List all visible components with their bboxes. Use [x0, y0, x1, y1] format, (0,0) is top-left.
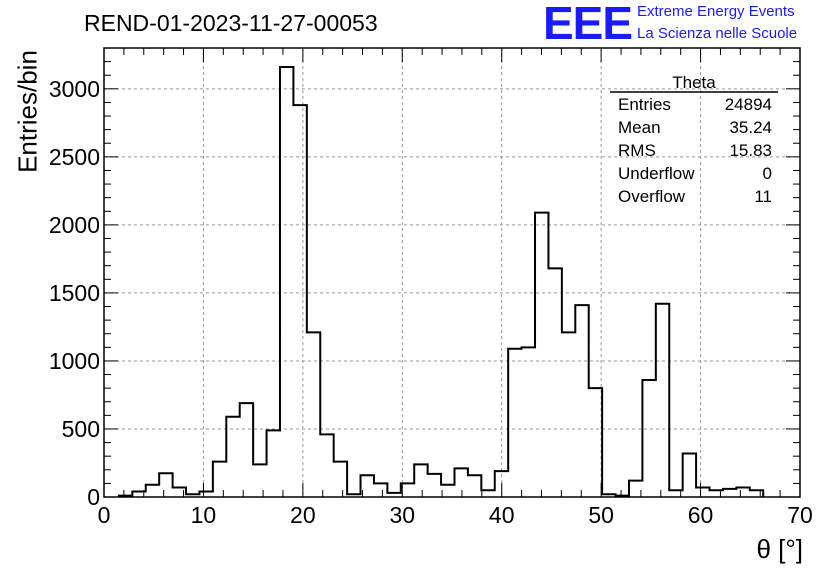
y-tick-label: 0 — [87, 484, 100, 510]
stats-label: Entries — [618, 95, 671, 114]
stats-label: Mean — [618, 118, 661, 137]
stats-value: 15.83 — [729, 141, 772, 160]
stats-label: Underflow — [618, 164, 695, 183]
x-tick-label: 20 — [290, 502, 316, 528]
x-axis-label: θ [°] — [756, 534, 803, 564]
grid-lines — [104, 48, 800, 497]
stats-label: Overflow — [618, 187, 686, 206]
x-tick-label: 40 — [489, 502, 515, 528]
logo-line-2: La Scienza nelle Scuole — [637, 25, 798, 42]
y-tick-label: 1500 — [49, 280, 100, 306]
eee-logo: EEE — [543, 0, 633, 49]
axis-ticks — [103, 47, 801, 498]
chart-title: REND-01-2023-11-27-00053 — [84, 10, 378, 36]
y-tick-label: 2000 — [49, 212, 100, 238]
stats-value: 24894 — [725, 95, 772, 114]
x-tick-label: 50 — [588, 502, 614, 528]
y-axis-label: Entries/bin — [12, 50, 43, 173]
plot-frame — [103, 47, 801, 498]
y-tick-label: 1000 — [49, 348, 100, 374]
x-tick-label: 30 — [389, 502, 415, 528]
stats-value: 11 — [754, 187, 772, 206]
stats-value: 0 — [763, 164, 772, 183]
y-tick-label: 2500 — [49, 144, 100, 170]
stats-value: 35.24 — [729, 118, 772, 137]
x-tick-label: 60 — [688, 502, 714, 528]
y-tick-label: 3000 — [49, 76, 100, 102]
histogram-series — [117, 66, 765, 497]
stats-title: Theta — [672, 73, 716, 92]
x-tick-label: 70 — [787, 502, 813, 528]
y-tick-label: 500 — [62, 416, 100, 442]
logo-line-1: Extreme Energy Events — [637, 3, 795, 20]
x-tick-label: 10 — [191, 502, 217, 528]
axis-tick-labels: 0 10 20 30 40 50 60 70 0 500 1000 1500 2000 2500 3000 — [49, 76, 813, 528]
x-tick-label: 0 — [98, 502, 111, 528]
stats-label: RMS — [618, 141, 656, 160]
